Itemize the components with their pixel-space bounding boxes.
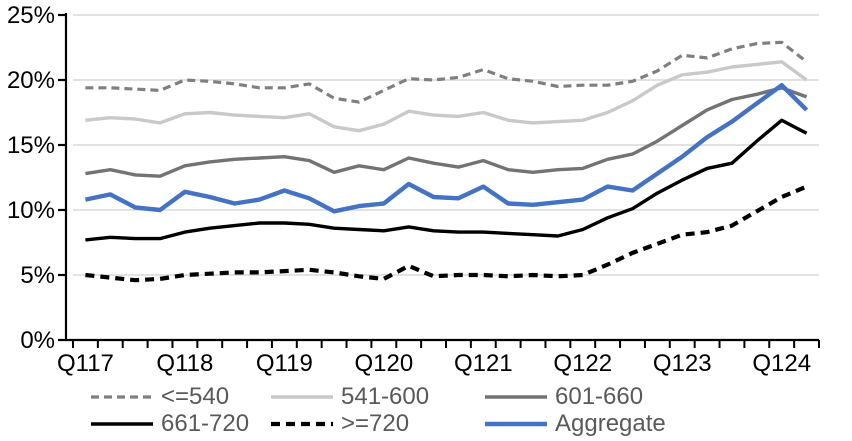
y-tick-label: 5% [20, 262, 55, 289]
legend-swatch-601-660 [485, 395, 547, 399]
series-line-2-601660 [85, 86, 808, 178]
legend-label-601-660: 601-660 [555, 383, 644, 410]
legend-swatch-aggregate [485, 421, 547, 427]
line-chart: 0% 5% 10% 15% 20% 25% Q117 Q118 Q119 Q120 Q121 Q122… [7, 2, 820, 436]
legend-item-ge720: >=720 [270, 410, 410, 437]
series-line-5-aggregate [84, 83, 809, 214]
legend-item-le540: <=540 [90, 383, 230, 410]
x-tick-label: Q120 [354, 350, 413, 377]
series-line-4-720 [85, 184, 808, 283]
legend-swatch-541-600 [271, 395, 333, 399]
legend-label-541-600: 541-600 [341, 383, 430, 410]
x-tick-label: Q118 [156, 350, 213, 377]
legend-label-ge720: >=720 [341, 410, 410, 437]
x-tick-label: Q117 [57, 350, 114, 377]
y-tick-label: 25% [7, 2, 55, 29]
y-tick-label: 0% [20, 327, 55, 354]
legend-item-aggregate: Aggregate [484, 410, 666, 437]
series-line-1-541600 [85, 60, 808, 133]
legend-label-aggregate: Aggregate [555, 410, 666, 437]
legend-item-601-660: 601-660 [484, 383, 644, 410]
x-tick-label: Q124 [752, 350, 811, 377]
y-tick-label: 20% [7, 67, 55, 94]
legend-label-le540: <=540 [161, 383, 230, 410]
legend-label-661-720: 661-720 [161, 410, 250, 437]
series-line-3-661720 [85, 118, 808, 242]
x-tick-label: Q119 [256, 350, 313, 377]
legend-item-661-720: 661-720 [90, 410, 250, 437]
legend-swatch-le540 [91, 395, 153, 399]
x-tick-label: Q123 [653, 350, 712, 377]
series-line-0-540 [85, 40, 808, 104]
chart-canvas: 0% 5% 10% 15% 20% 25% Q117 Q118 Q119 Q120 Q121 Q122… [7, 2, 820, 377]
y-tick-label: 10% [7, 197, 55, 224]
legend-item-541-600: 541-600 [270, 383, 430, 410]
x-tick-label: Q121 [454, 350, 513, 377]
legend-swatch-661-720 [91, 422, 153, 426]
legend-swatch-ge720 [271, 421, 333, 427]
x-tick-label: Q122 [553, 350, 612, 377]
y-tick-label: 15% [7, 132, 55, 159]
